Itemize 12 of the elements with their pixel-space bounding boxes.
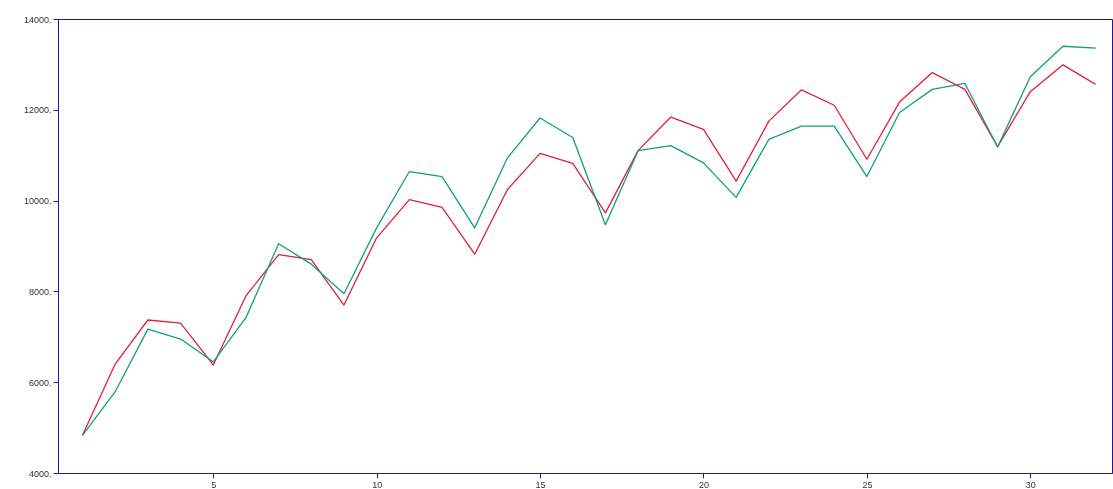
x-tick-label: 20 xyxy=(698,479,709,489)
x-tick-label: 25 xyxy=(862,479,873,489)
x-tick-label: 30 xyxy=(1025,479,1036,489)
y-tick-label: 12000. xyxy=(23,105,52,116)
y-tick-label: 8000. xyxy=(28,286,52,297)
x-tick-label: 15 xyxy=(535,479,546,489)
y-tick-label: 14000. xyxy=(23,14,52,25)
y-tick-label: 6000. xyxy=(28,377,52,388)
y-tick-label: 10000. xyxy=(23,196,52,207)
x-tick-label: 5 xyxy=(211,479,217,489)
x-tick-label: 10 xyxy=(372,479,383,489)
y-tick-label: 4000. xyxy=(28,468,52,479)
